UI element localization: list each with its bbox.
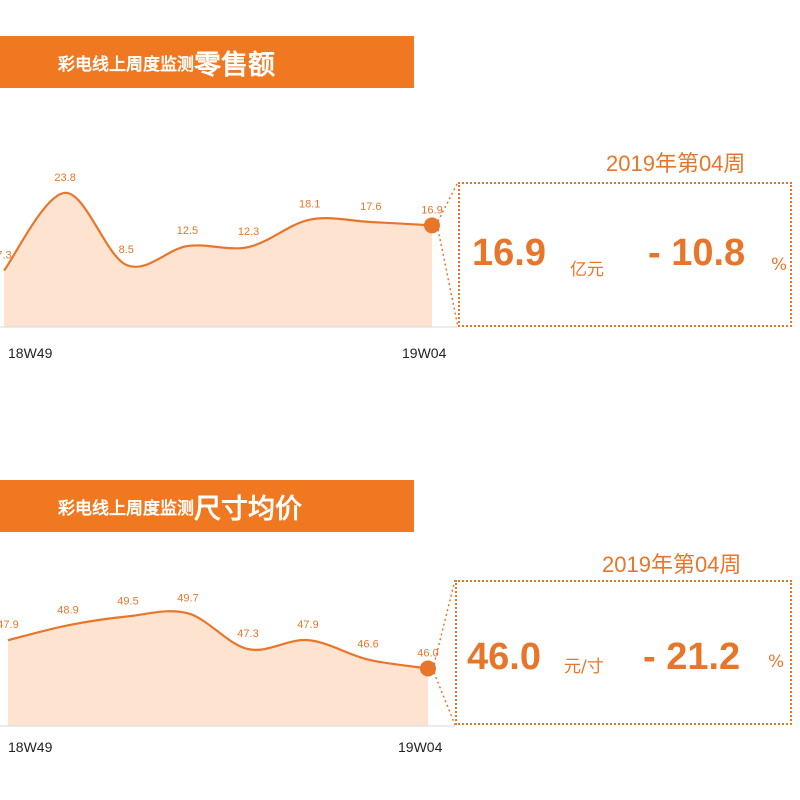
section2-kpi-box — [455, 580, 792, 725]
data-label: 18.1 — [299, 199, 320, 211]
section1-title-big: 零售额 — [194, 49, 275, 81]
section2-title-small: 彩电线上周度监测 — [58, 498, 194, 519]
section1-kpi-pct: % — [771, 255, 788, 275]
section1-kpi-box — [458, 182, 792, 327]
data-label: 12.3 — [238, 226, 259, 238]
end-marker — [420, 660, 436, 677]
data-label: 49.5 — [117, 595, 138, 607]
x-tick-label: 19W04 — [398, 739, 443, 755]
section1-title-small: 彩电线上周度监测 — [58, 54, 194, 75]
data-label: 16.9 — [421, 204, 442, 216]
series-line — [7, 610, 429, 670]
section2-kpi-unit: 元/寸 — [564, 657, 604, 677]
data-label: 47.9 — [297, 619, 318, 631]
section1-banner: 彩电线上周度监测 零售额 — [0, 36, 414, 88]
data-label: 47.9 — [0, 619, 19, 631]
data-label: 46.0 — [417, 647, 438, 659]
data-label: 23.8 — [54, 172, 75, 184]
data-label: 48.9 — [57, 604, 78, 616]
section1-kpi-change: - 10.8 — [648, 232, 746, 274]
area-fill — [4, 192, 432, 327]
section1-kpi-value: 16.9 — [472, 232, 546, 274]
series-line — [3, 191, 433, 272]
section2-kpi-pct: % — [768, 652, 785, 672]
connector-line-top — [437, 181, 459, 222]
x-tick-label: 18W49 — [8, 345, 53, 361]
connector-line-bottom — [437, 229, 459, 328]
section2-kpi-value: 46.0 — [467, 636, 541, 678]
data-label: 49.7 — [177, 592, 198, 604]
data-label: 7.3 — [0, 250, 12, 262]
data-label: 17.6 — [360, 201, 381, 213]
section2-period: 2019年第04周 — [602, 552, 742, 577]
section2-kpi-change: - 21.2 — [643, 636, 741, 678]
data-label: 12.5 — [177, 225, 198, 237]
end-marker — [424, 217, 440, 234]
data-label: 47.3 — [237, 628, 258, 640]
section2-title-big: 尺寸均价 — [194, 493, 302, 525]
section1-period: 2019年第04周 — [606, 151, 746, 176]
connector-line-bottom — [433, 672, 456, 726]
retail-sales-chart: 7.3 23.8 8.5 12.5 12.3 18.1 17.6 16.9 18W49 19W04 — [0, 172, 459, 361]
x-tick-label: 19W04 — [402, 345, 447, 361]
section1-kpi-unit: 亿元 — [570, 260, 604, 280]
section2-banner: 彩电线上周度监测 尺寸均价 — [0, 480, 414, 532]
area-fill — [8, 611, 428, 726]
x-tick-label: 18W49 — [8, 739, 53, 755]
data-label: 46.6 — [357, 639, 378, 651]
data-label: 8.5 — [119, 244, 134, 256]
